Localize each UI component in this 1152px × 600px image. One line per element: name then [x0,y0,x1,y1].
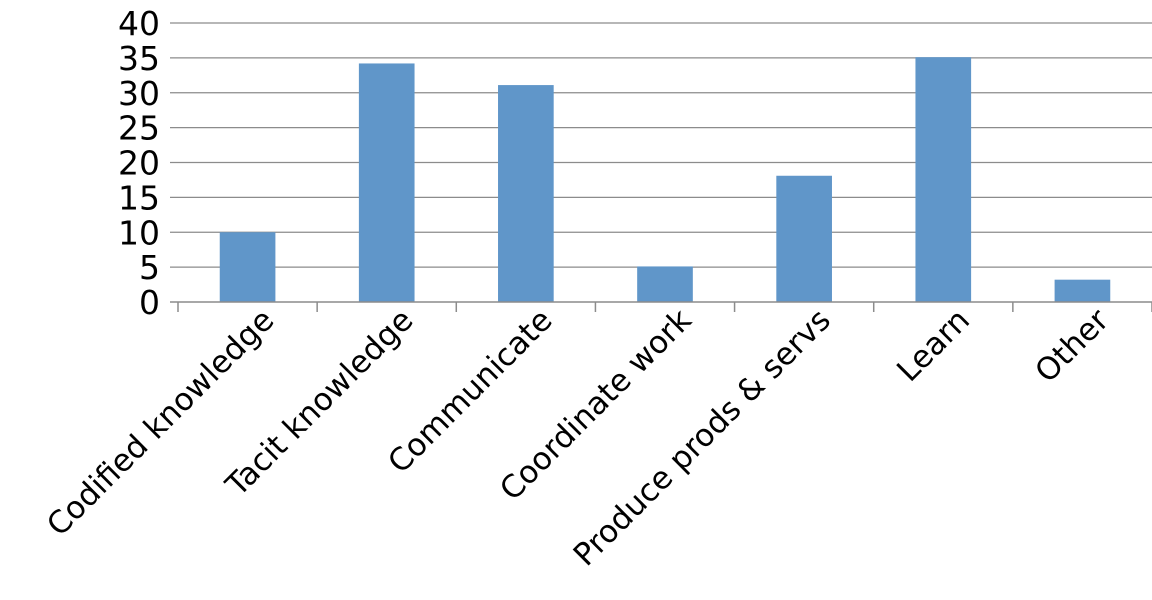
bar [637,266,693,302]
x-category-label: Codified knowledge [40,302,281,543]
x-category-label: Other [1028,302,1116,390]
y-tick-label: 20 [118,144,160,183]
bar [776,175,832,302]
y-tick-label: 10 [118,213,160,252]
y-tick-label: 25 [118,109,160,148]
y-tick-label: 5 [139,248,160,287]
y-tick-label: 15 [118,178,160,217]
x-axis [170,301,1152,312]
bar [1054,279,1111,302]
gridlines [170,22,1152,268]
bar [358,63,415,302]
y-tick-label: 35 [118,39,160,78]
y-tick-label: 40 [118,4,160,43]
bar [915,57,972,302]
y-tick-label: 0 [139,283,160,322]
bars [219,57,1111,302]
x-category-label: Learn [890,302,977,389]
y-tick-label: 30 [118,74,160,113]
bar [498,85,554,302]
bar [219,232,276,302]
x-category-label: Produce prods & servs [567,302,838,573]
